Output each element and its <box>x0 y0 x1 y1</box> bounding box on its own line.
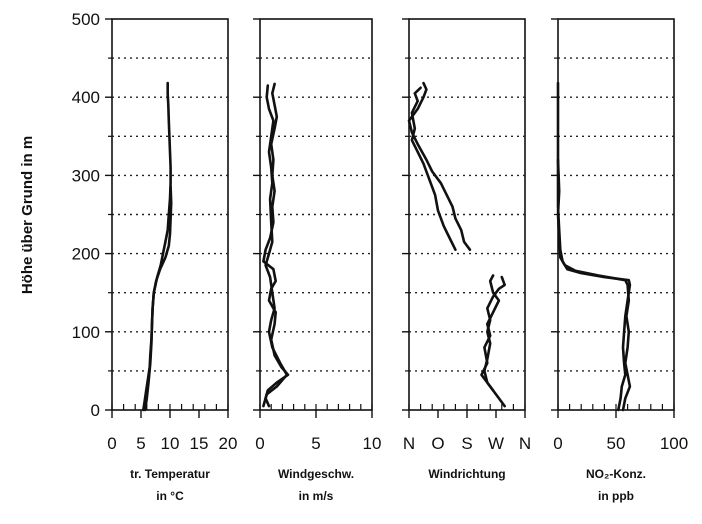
x-tick-label: 5 <box>311 434 320 453</box>
x-tick-label: 20 <box>219 434 238 453</box>
x-tick-label: N <box>403 434 415 453</box>
series-line-1 <box>142 81 172 412</box>
y-axis-label: Höhe über Grund in m <box>19 136 36 294</box>
panel-caption-line: Windrichtung <box>428 467 505 481</box>
panel-temperature: 0 100 200 300 400 500 0 5 10 15 20 tr. Temperatur in… <box>72 10 238 503</box>
series-line-2 <box>480 274 501 392</box>
x-tick-label: W <box>488 434 504 453</box>
x-tick-label: 0 <box>255 434 264 453</box>
panel-caption-line: in m/s <box>299 489 334 503</box>
panel-wind_speed: 0 5 10 Windgeschw. in m/s <box>253 18 382 503</box>
panel-frame <box>408 18 526 411</box>
x-tick-label: S <box>461 434 472 453</box>
x-tick-label: 100 <box>660 434 688 453</box>
panel-caption-line: tr. Temperatur <box>130 467 210 481</box>
x-tick-label: 5 <box>136 434 145 453</box>
x-tick-label: N <box>519 434 531 453</box>
x-tick-label: 10 <box>161 434 180 453</box>
panel-frame <box>557 18 675 411</box>
x-tick-label: 0 <box>553 434 562 453</box>
x-tick-label: O <box>431 434 444 453</box>
y-tick-label: 300 <box>72 166 100 185</box>
y-tick-label: 0 <box>91 401 100 420</box>
x-tick-label: 50 <box>607 434 626 453</box>
series-line-2 <box>143 185 173 412</box>
series-line-3 <box>407 81 472 251</box>
y-tick-label: 400 <box>72 88 100 107</box>
panel-no2: 0 50 100 NO₂-Konz. in ppb <box>551 18 688 503</box>
series-line-2 <box>556 158 632 412</box>
panel-caption-line: NO₂-Konz. <box>586 467 646 481</box>
y-tick-label: 200 <box>72 245 100 264</box>
panel-caption-line: in °C <box>156 489 184 503</box>
series-line-2 <box>262 82 290 408</box>
x-tick-label: 10 <box>363 434 382 453</box>
series-line-1 <box>556 81 632 412</box>
x-tick-label: 15 <box>190 434 209 453</box>
y-tick-label: 100 <box>72 323 100 342</box>
y-tick-label: 500 <box>72 10 100 29</box>
panel-caption-line: in ppb <box>598 489 634 503</box>
series-line-4 <box>410 86 457 251</box>
x-tick-label: 0 <box>107 434 116 453</box>
panel-caption-line: Windgeschw. <box>278 467 354 481</box>
